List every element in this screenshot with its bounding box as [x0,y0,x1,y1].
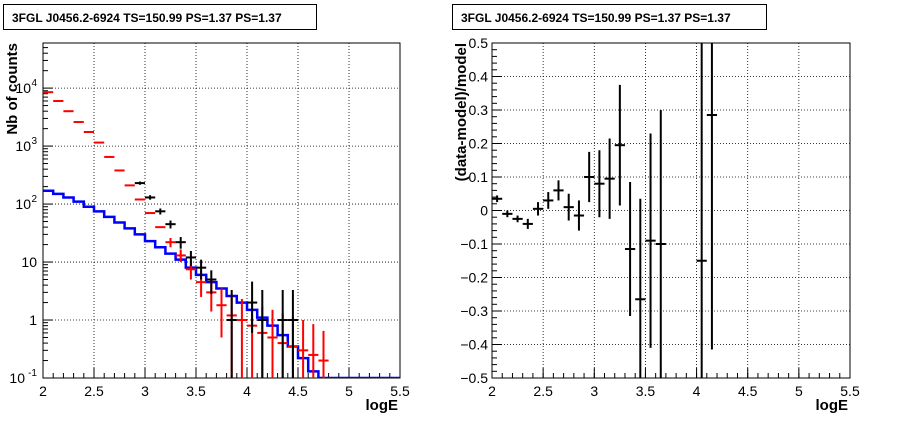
y-tick-label: 1 [29,312,37,328]
data-point [236,299,247,378]
y-tick-label: 10 [15,80,31,96]
data-point [512,215,523,223]
x-tick-label: 4 [243,383,251,399]
x-tick-label: 4.5 [738,383,758,399]
data-point [522,218,533,229]
data-point [287,289,298,378]
x-tick-label: 5 [795,383,803,399]
data-point [308,324,319,378]
data-point [145,195,156,200]
data-point [584,151,595,203]
x-tick-label: 3 [590,383,598,399]
y-tick-label: 0.1 [469,169,489,185]
data-point [706,43,718,350]
y-tick-label: 0.2 [469,136,489,152]
y-tick-label: 0.4 [469,69,489,85]
plot-area [492,43,718,378]
y-tick-label: 0 [480,203,488,219]
y-tick-label: −0.2 [460,270,488,286]
y-tick-exponent: 4 [31,78,37,89]
data-point [247,281,258,333]
data-point [216,288,227,338]
x-tick-label: 5.5 [390,383,410,399]
data-point [502,210,513,218]
data-point [267,309,278,378]
x-tick-label: 3 [141,383,149,399]
x-axis-label: logE [366,397,399,414]
x-tick-label: 2.5 [533,383,553,399]
y-tick-exponent: -1 [28,368,37,379]
y-tick-label: −0.4 [460,337,488,353]
data-point [196,259,207,280]
y-axis-label: (data-model)/model [453,43,470,181]
data-point [655,110,666,378]
y-tick-label: 10 [15,138,31,154]
chart-title-right: 3FGL J0456.2-6924 TS=150.99 PS=1.37 PS=1… [452,4,767,30]
x-tick-label: 2 [488,383,496,399]
panel-residuals: 2 2.5 3 3.5 4 4.5 5 5.5 −0.5 −0.4 −0.3 −0.2 −0.1 0 0.1… [453,35,860,414]
x-tick-label: 3.5 [186,383,206,399]
data-point [175,237,186,249]
data-point [635,198,646,378]
y-tick-label: −0.5 [460,370,488,386]
y-tick-exponent: 3 [31,136,37,147]
x-tick-label: 5 [345,383,353,399]
y-axis-label: Nb of counts [4,43,21,135]
data-point [257,289,268,378]
data-point [492,195,503,203]
data-point [165,237,176,248]
data-point [226,289,237,378]
chart-title-left: 3FGL J0456.2-6924 TS=150.99 PS=1.37 PS=1… [3,4,317,30]
data-point [277,289,288,378]
data-point [543,192,554,209]
model-step-line [43,189,400,378]
plot-area [43,91,400,378]
data-point [206,270,217,295]
data-point [553,180,564,201]
x-axis-label: logE [816,397,849,414]
x-tick-label: 2 [39,383,47,399]
data-point [624,182,636,317]
data-point [298,320,309,378]
data-point [165,220,176,229]
data-point [563,193,574,221]
x-tick-label: 2.5 [84,383,104,399]
y-tick-label: 0.3 [469,102,489,118]
y-tick-label: 0.5 [469,35,489,51]
data-point [185,251,196,267]
y-tick-label: 10 [9,370,25,386]
y-tick-exponent: 2 [31,194,37,205]
data-point [604,138,615,219]
data-point [696,43,707,378]
data-point [645,133,656,348]
plot-frame [491,42,851,379]
data-point [573,200,585,231]
data-point [175,249,186,263]
data-point [155,208,166,215]
data-point [318,330,329,378]
data-point [532,202,544,216]
data-point [614,84,625,206]
y-tick-label: −0.1 [460,236,488,252]
x-tick-label: 4 [693,383,701,399]
y-tick-label: 10 [21,254,37,270]
x-tick-label: 5.5 [840,383,860,399]
y-tick-label: −0.3 [460,303,488,319]
data-point [594,150,605,218]
x-tick-label: 3.5 [636,383,656,399]
data-point [134,181,145,185]
x-tick-label: 4.5 [288,383,308,399]
y-tick-label: 10 [15,196,31,212]
